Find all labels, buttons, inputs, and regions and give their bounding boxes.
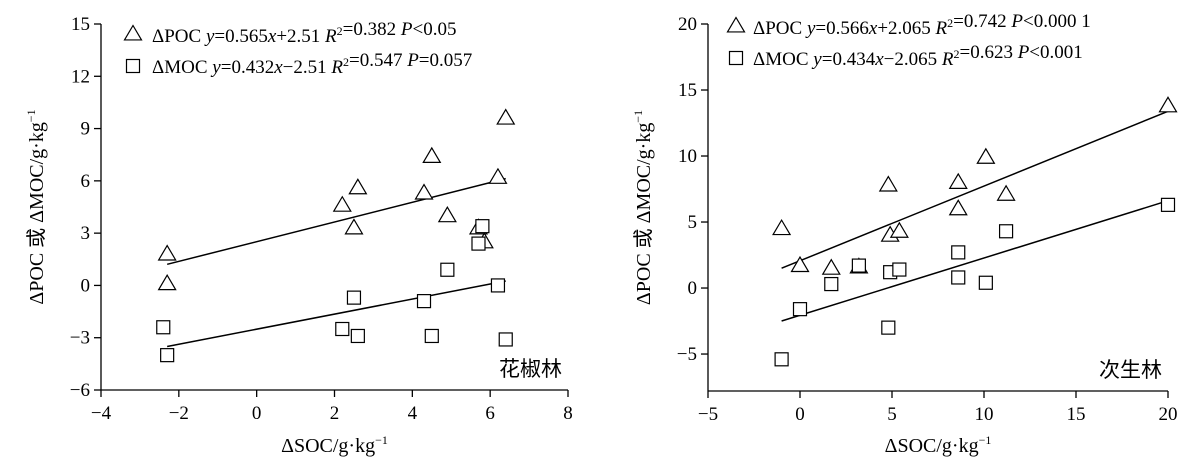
data-point-square xyxy=(475,219,490,234)
fit-line xyxy=(781,110,1169,269)
x-tick-label: 8 xyxy=(563,403,573,424)
data-point-square xyxy=(774,352,789,367)
x-tick-label: 0 xyxy=(795,404,805,425)
legend-entry: ΔMOC y=0.432x−2.51 R2=0.547 P=0.057 xyxy=(152,50,472,78)
data-point-triangle xyxy=(996,184,1016,201)
data-point-triangle xyxy=(878,175,898,192)
x-axis-label: ΔSOC/g·kg−1 xyxy=(281,433,388,457)
data-point-triangle xyxy=(772,218,792,236)
data-point-triangle xyxy=(344,218,364,235)
legend-entry: ΔPOC y=0.566x+2.065 R2=0.742 P<0.000 1 xyxy=(753,11,1091,39)
data-point-square xyxy=(998,224,1014,239)
data-point-triangle xyxy=(948,199,968,216)
x-tick-label: 2 xyxy=(330,403,340,424)
data-point-square xyxy=(881,320,896,335)
legend-marker-square xyxy=(125,58,141,74)
data-point-triangle xyxy=(496,108,516,125)
y-tick-label: 15 xyxy=(71,14,90,35)
legend-entry: ΔMOC y=0.434x−2.065 R2=0.623 P<0.001 xyxy=(753,42,1083,70)
data-point-square xyxy=(440,262,455,277)
x-tick-label: −5 xyxy=(698,404,718,425)
x-tick-label: −2 xyxy=(169,403,189,424)
y-axis-label: ΔPOC 或 ΔMOC/g·kg−1 xyxy=(24,109,48,304)
data-point-triangle xyxy=(332,195,352,212)
y-axis-label: ΔPOC 或 ΔMOC/g·kg−1 xyxy=(631,110,655,305)
legend-marker-triangle xyxy=(726,16,746,33)
fit-line xyxy=(781,199,1169,322)
y-tick-label: 3 xyxy=(81,223,91,244)
data-point-triangle xyxy=(157,274,177,291)
data-point-square xyxy=(156,320,171,335)
x-tick-label: 5 xyxy=(887,404,897,425)
x-tick-label: 0 xyxy=(252,403,262,424)
y-tick-label: −5 xyxy=(677,344,697,365)
y-tick-label: −6 xyxy=(70,380,90,401)
y-tick-label: 0 xyxy=(688,278,698,299)
legend-marker-square xyxy=(728,50,744,66)
data-point-square xyxy=(424,328,439,344)
data-point-triangle xyxy=(948,172,968,189)
data-point-triangle xyxy=(348,178,368,195)
data-point-triangle xyxy=(790,255,810,273)
legend-marker-triangle xyxy=(123,24,143,41)
data-point-square xyxy=(951,245,966,260)
chart-panel-1: −6 −3 0 3 6 9 12 15 −4 −2 0 2 4 6 8 ΔSOC/g·kg−1 ΔPOC 或 Δ… xyxy=(24,14,573,457)
series-delta-moc xyxy=(774,197,1176,367)
data-point-triangle xyxy=(157,244,177,261)
series-delta-moc xyxy=(156,219,513,363)
y-tick-label: 6 xyxy=(81,171,91,192)
data-point-triangle xyxy=(437,206,457,223)
data-point-square xyxy=(160,348,175,363)
y-tick-label: 10 xyxy=(678,146,697,167)
data-point-triangle xyxy=(821,258,841,275)
x-axis-label: ΔSOC/g·kg−1 xyxy=(885,433,992,457)
data-point-square xyxy=(792,302,808,317)
data-point-triangle xyxy=(422,146,442,164)
y-tick-label: 15 xyxy=(678,80,697,101)
chart-panel-2: −5 0 5 10 15 20 −5 0 5 10 15 20 ΔSOC/g·kg−1 ΔPOC 或 ΔM… xyxy=(631,11,1178,457)
data-point-square xyxy=(824,276,839,292)
series-delta-poc xyxy=(157,108,516,291)
forest-type-label: 花椒林 xyxy=(499,357,562,381)
data-point-square xyxy=(416,294,432,309)
forest-type-label: 次生林 xyxy=(1099,358,1162,382)
data-point-square xyxy=(490,278,506,293)
data-point-triangle xyxy=(976,147,996,164)
y-tick-label: 0 xyxy=(81,275,91,296)
x-tick-label: −4 xyxy=(91,403,112,424)
data-point-triangle xyxy=(889,221,909,238)
y-tick-label: 20 xyxy=(678,14,697,35)
data-point-square xyxy=(498,332,513,347)
x-tick-label: 6 xyxy=(485,403,495,424)
x-tick-label: 20 xyxy=(1159,404,1178,425)
data-point-square xyxy=(851,258,866,273)
y-tick-label: −3 xyxy=(70,328,90,349)
series-delta-poc xyxy=(772,96,1178,275)
data-point-square xyxy=(1160,197,1176,212)
x-tick-label: 10 xyxy=(975,404,994,425)
y-tick-label: 9 xyxy=(81,119,91,140)
x-tick-label: 4 xyxy=(408,403,418,424)
data-point-square xyxy=(892,262,907,277)
data-point-square xyxy=(350,328,365,344)
data-point-square xyxy=(951,270,966,285)
data-point-square xyxy=(346,290,362,305)
legend-entry: ΔPOC y=0.565x+2.51 R2=0.382 P<0.05 xyxy=(152,19,456,47)
y-tick-label: 5 xyxy=(688,212,698,233)
x-tick-label: 15 xyxy=(1067,404,1086,425)
data-point-square xyxy=(978,275,993,290)
data-point-triangle xyxy=(488,167,508,184)
data-point-square xyxy=(471,236,486,251)
data-point-square xyxy=(335,321,350,337)
data-point-triangle xyxy=(414,183,434,200)
fit-line xyxy=(167,280,506,348)
data-point-triangle xyxy=(1158,96,1178,113)
fit-line xyxy=(166,177,506,266)
y-tick-label: 12 xyxy=(71,66,90,87)
